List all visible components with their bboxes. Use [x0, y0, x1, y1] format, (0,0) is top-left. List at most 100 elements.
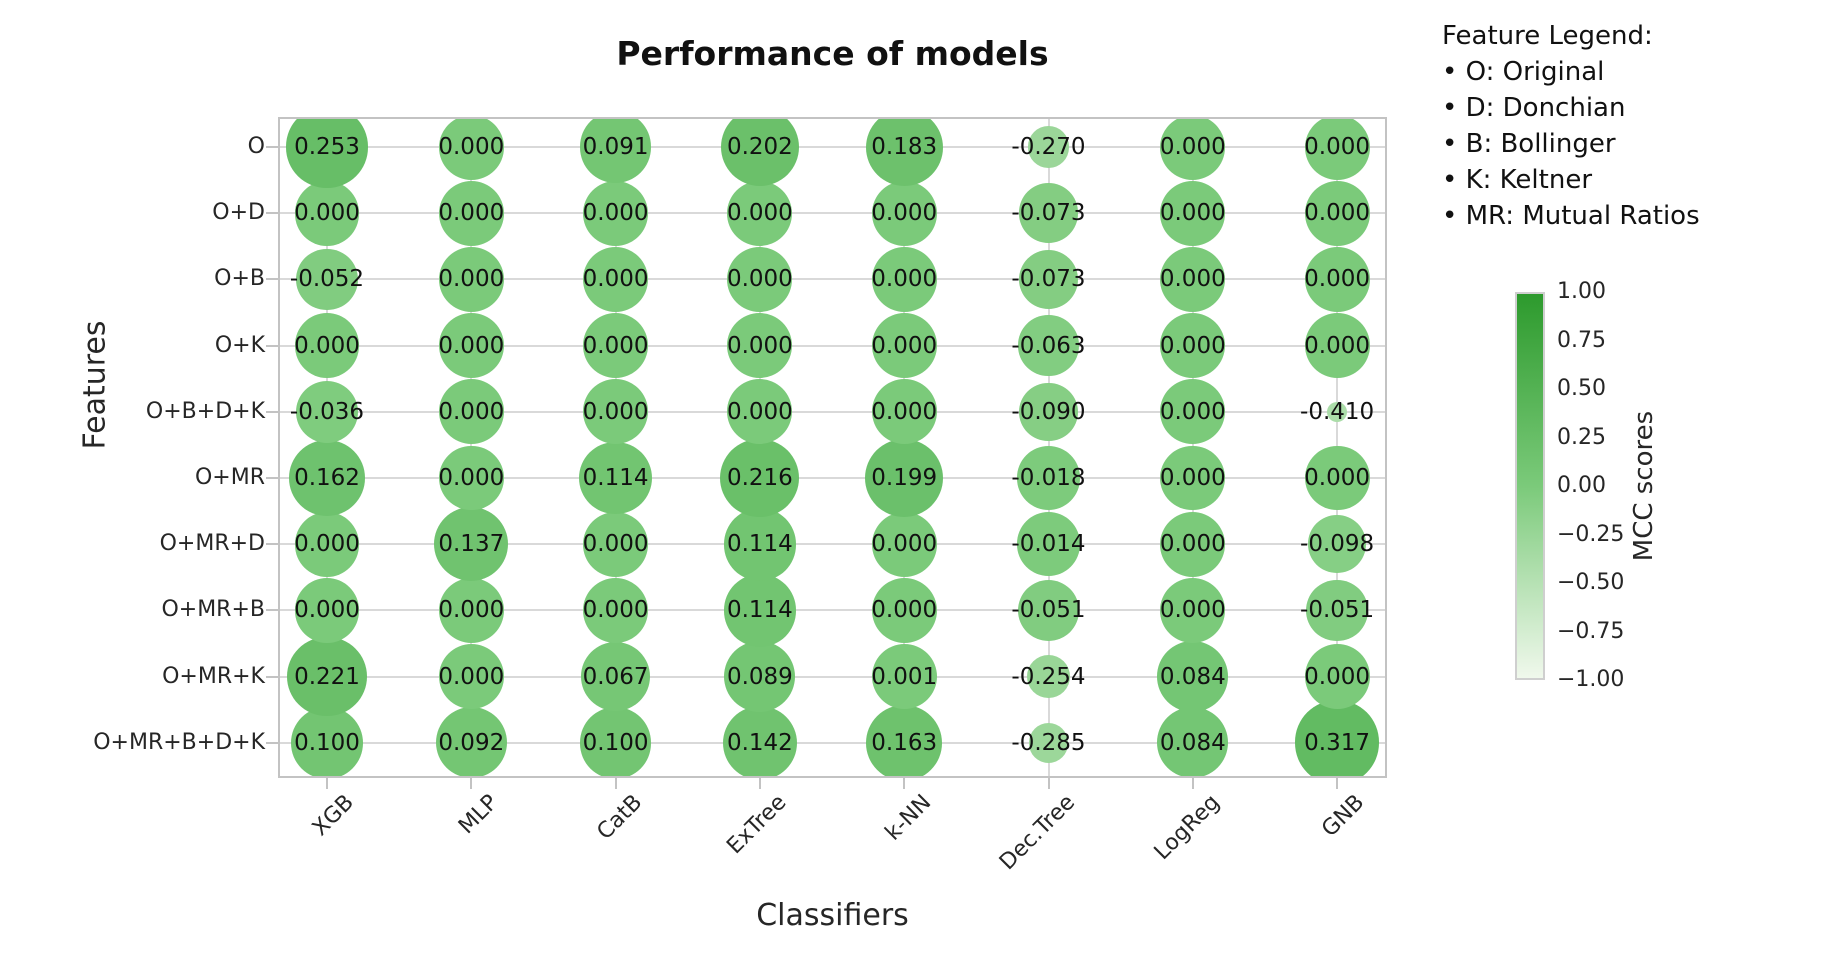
data-bubble: [438, 577, 504, 643]
cell-value: 0.000: [438, 663, 505, 690]
data-bubble: [1160, 117, 1226, 180]
cell-value: 0.000: [438, 332, 505, 359]
y-tick-label: O+B+D+K: [145, 398, 265, 424]
data-bubble: [295, 380, 359, 443]
data-bubble: [865, 117, 943, 186]
cell-value: 0.000: [1159, 597, 1226, 624]
data-bubble: [294, 180, 360, 246]
data-bubble: [438, 246, 504, 312]
cell-value: 0.000: [1304, 200, 1371, 227]
data-bubble: [871, 577, 937, 643]
data-bubble: [289, 440, 365, 516]
cell-value: -0.051: [1300, 597, 1375, 624]
cell-value: 0.000: [1159, 266, 1226, 293]
data-bubble: [720, 117, 799, 187]
y-tick-label: O+MR: [194, 465, 265, 490]
cell-value: 0.000: [871, 398, 938, 425]
x-tick-label: ExTree: [722, 790, 792, 860]
cell-value: 0.317: [1304, 729, 1371, 756]
data-bubble: [720, 438, 800, 518]
cell-value: 0.100: [294, 729, 360, 756]
cell-value: 0.084: [1159, 729, 1226, 756]
gridline-horizontal: [278, 278, 1387, 281]
data-bubble: [871, 511, 937, 577]
colorbar-tick-label: −0.50: [1557, 570, 1625, 595]
data-bubble: [438, 117, 504, 180]
feature-legend-item: • B: Bollinger: [1442, 129, 1616, 159]
data-bubble: [1160, 577, 1226, 643]
data-bubble: [1017, 579, 1080, 641]
data-bubble: [294, 511, 360, 577]
data-bubble: [871, 644, 937, 710]
data-bubble: [727, 246, 793, 312]
chart-title: Performance of models: [616, 34, 1049, 73]
data-bubble: [1306, 579, 1368, 641]
data-bubble: [1160, 180, 1226, 246]
data-bubble: [1160, 246, 1226, 312]
cell-value: 0.000: [1304, 332, 1371, 359]
cell-value: 0.000: [438, 266, 505, 293]
x-tick-label: Dec.Tree: [995, 790, 1081, 876]
cell-value: 0.000: [1159, 134, 1226, 160]
x-tick-label: XGB: [307, 790, 359, 842]
data-bubble: [871, 180, 937, 246]
cell-value: -0.270: [1011, 134, 1086, 160]
cell-value: 0.000: [438, 597, 505, 624]
cell-value: -0.090: [1011, 398, 1086, 425]
x-tick: [470, 778, 473, 789]
cell-value: 0.000: [1304, 266, 1371, 293]
data-bubble: [1294, 700, 1380, 778]
cell-value: 0.000: [294, 531, 360, 558]
data-bubble: [1157, 707, 1229, 778]
plot-area: 0.253 0.000 0.091 0.202 0.183 -0.270 0.000 0.00…: [278, 117, 1387, 778]
data-bubble: [583, 180, 649, 246]
cell-value: -0.285: [1011, 729, 1086, 756]
x-tick: [1047, 778, 1050, 789]
cell-value: 0.216: [726, 465, 793, 491]
data-bubble: [1304, 644, 1370, 710]
cell-value: 0.001: [871, 663, 938, 690]
y-tick-label: O+MR+D: [159, 531, 265, 557]
cell-value: 0.000: [1159, 200, 1226, 227]
y-tick: [266, 477, 278, 479]
feature-legend-heading: Feature Legend:: [1442, 21, 1653, 51]
data-bubble: [438, 313, 504, 379]
cell-value: 0.000: [438, 200, 505, 227]
x-tick: [903, 778, 906, 789]
data-bubble: [723, 507, 797, 581]
data-bubble: [1027, 126, 1070, 168]
data-bubble: [727, 180, 793, 246]
cell-value: -0.051: [1011, 597, 1086, 624]
cell-value: 0.000: [294, 200, 360, 227]
x-tick: [1336, 778, 1339, 789]
data-bubble: [438, 180, 504, 246]
y-tick: [266, 146, 278, 148]
cell-value: -0.018: [1011, 465, 1086, 491]
cell-value: 0.221: [294, 663, 360, 690]
x-tick-label: GNB: [1316, 790, 1369, 843]
data-bubble: [1304, 117, 1370, 180]
cell-value: 0.000: [1304, 134, 1371, 160]
cell-value: -0.098: [1300, 531, 1375, 558]
data-bubble: [1304, 180, 1370, 246]
y-axis-label: Features: [77, 320, 113, 450]
y-tick-label: O+MR+B+D+K: [93, 729, 265, 755]
cell-value: 0.137: [438, 531, 505, 558]
x-tick-label: CatB: [592, 790, 648, 845]
gridline-horizontal: [278, 410, 1387, 413]
cell-value: 0.000: [294, 332, 360, 359]
data-bubble: [1018, 249, 1079, 310]
data-bubble: [1157, 641, 1229, 712]
data-bubble: [294, 577, 360, 643]
data-bubble: [724, 641, 796, 713]
data-bubble: [434, 507, 509, 582]
y-tick-label: O+K: [214, 332, 265, 358]
cell-value: 0.089: [726, 663, 793, 690]
data-bubble: [294, 313, 360, 379]
cell-value: 0.000: [438, 465, 505, 491]
cell-value: 0.114: [582, 465, 649, 491]
cell-value: -0.063: [1011, 332, 1086, 359]
cell-value: 0.000: [1159, 398, 1226, 425]
cell-value: 0.000: [438, 134, 505, 160]
